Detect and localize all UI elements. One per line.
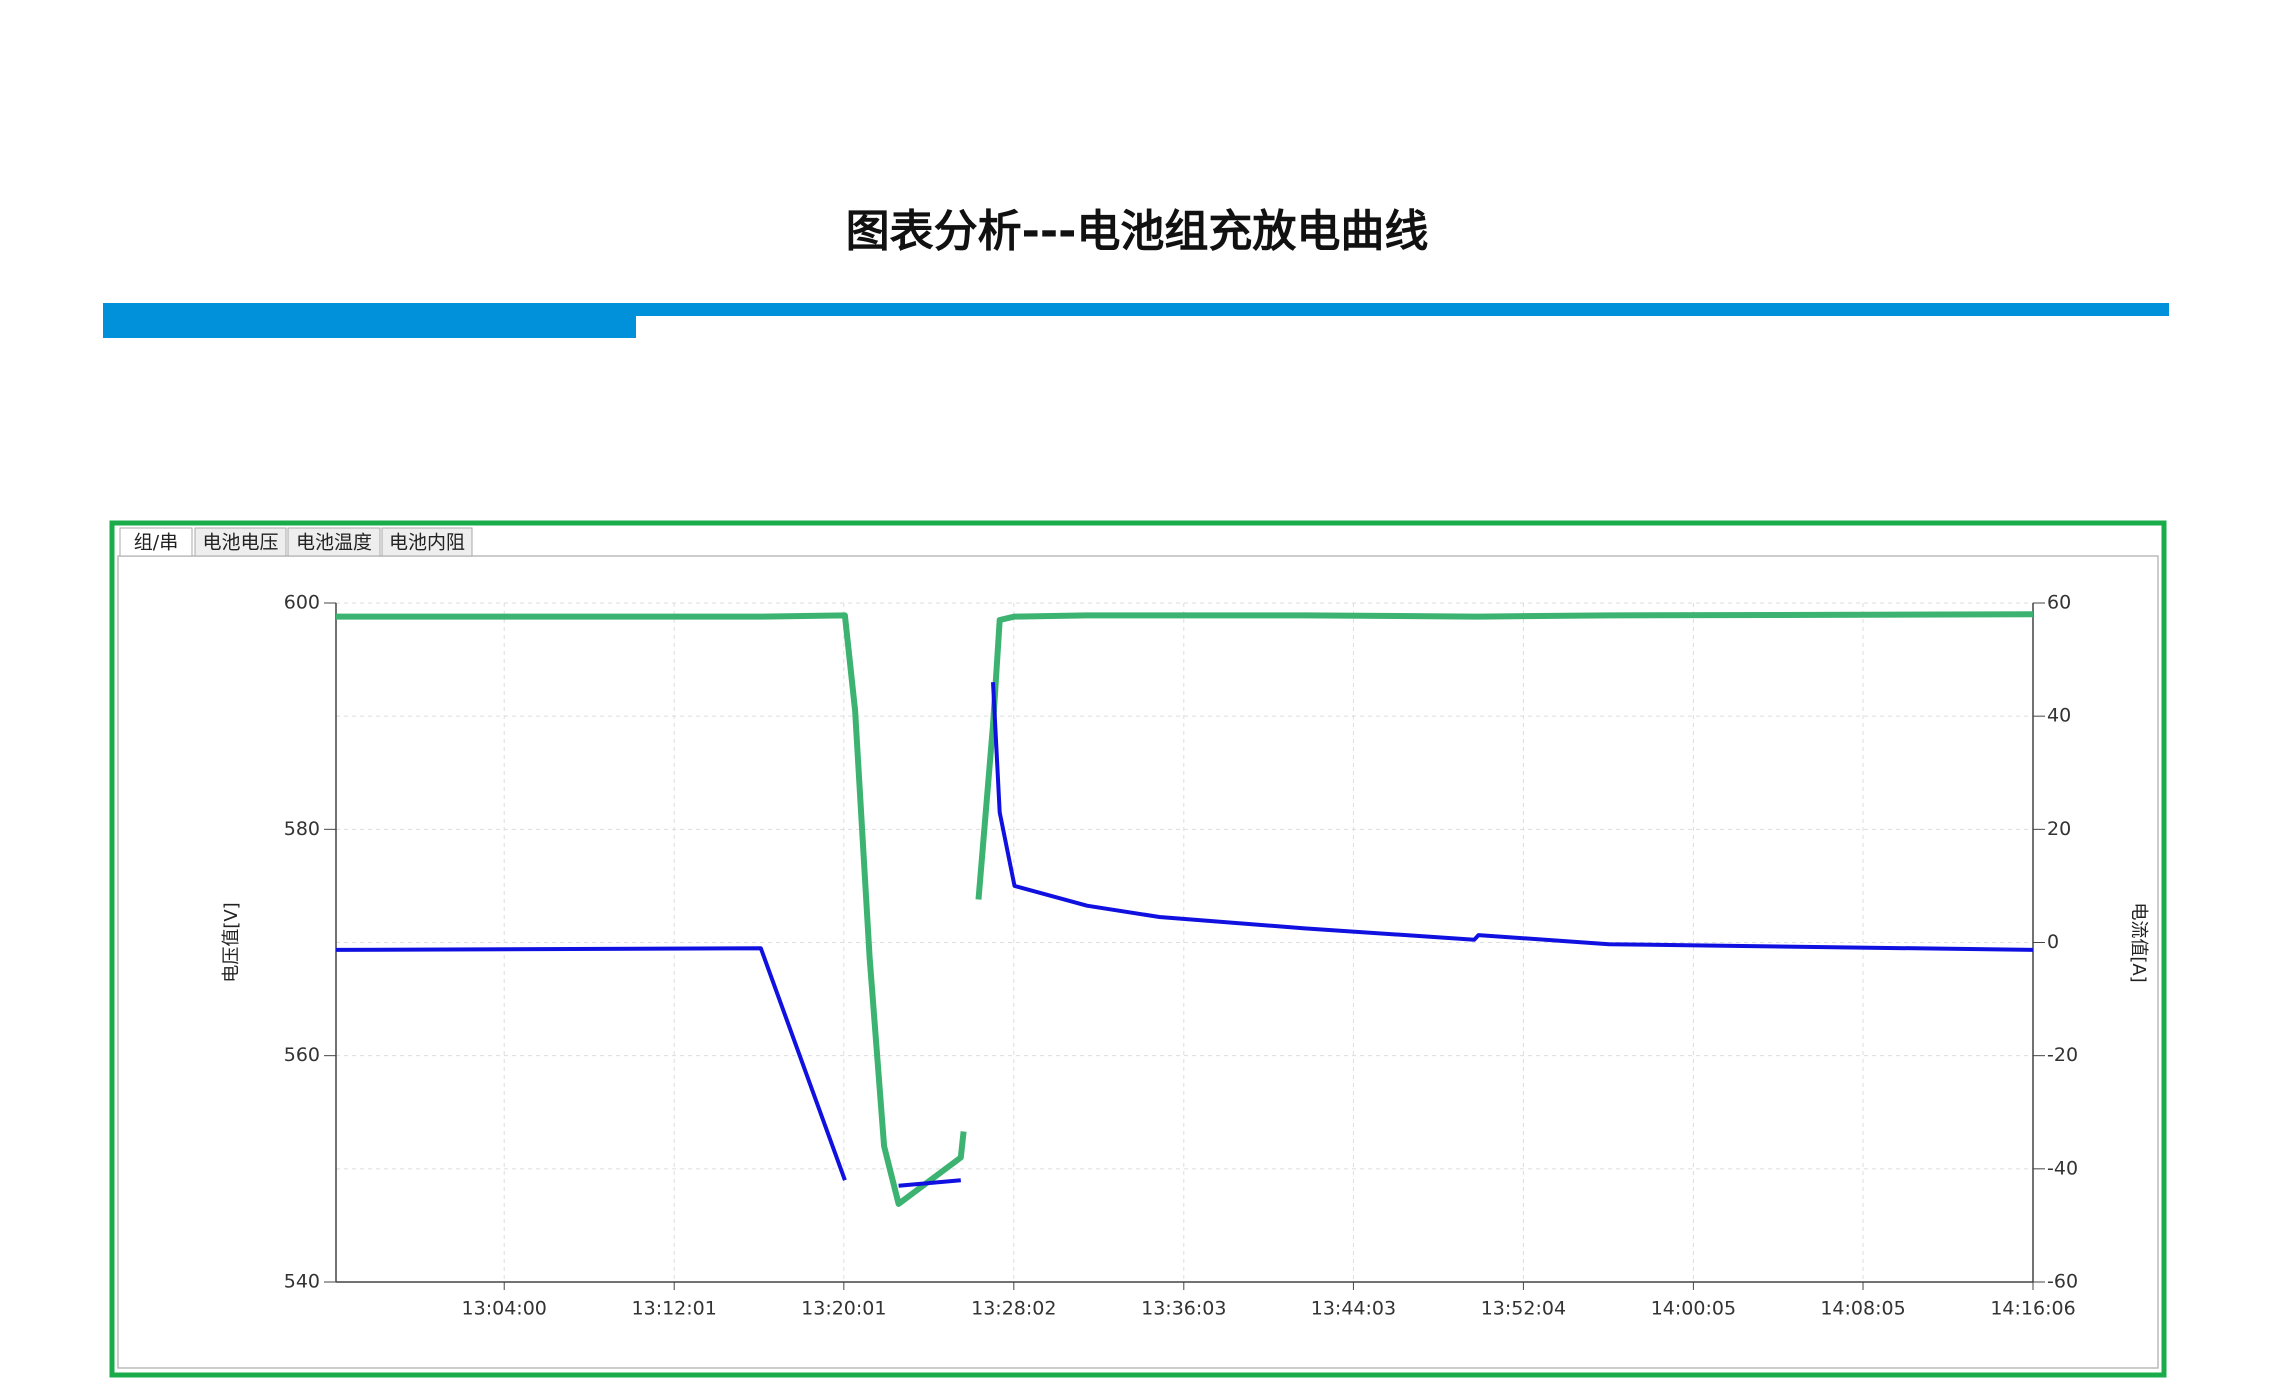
y-axis-label: 电压值[V] <box>221 902 242 982</box>
tab[interactable] <box>381 527 473 557</box>
x-tick-label: 13:28:02 <box>971 1298 1056 1320</box>
series-line <box>336 611 2034 1207</box>
y2-tick-label: 40 <box>2047 705 2071 727</box>
x-tick-label: 13:12:01 <box>632 1298 717 1320</box>
tab-label[interactable]: 电池温度 <box>296 532 372 554</box>
chart-panel <box>117 555 2159 1369</box>
y2-tick-label: 0 <box>2047 931 2059 953</box>
y-tick-label: 540 <box>284 1271 320 1293</box>
y2-tick-label: -40 <box>2047 1157 2078 1179</box>
y2-tick-label: -60 <box>2047 1271 2078 1293</box>
tab[interactable] <box>287 527 381 557</box>
x-tick-label: 13:52:04 <box>1481 1298 1566 1320</box>
x-tick-label: 13:04:00 <box>462 1298 547 1320</box>
header-rule-accent <box>103 303 636 338</box>
y2-tick-label: 60 <box>2047 592 2071 614</box>
tab-label[interactable]: 组/串 <box>134 532 178 554</box>
y2-axis-label: 电流值[A] <box>2128 902 2149 982</box>
y-tick-label: 560 <box>284 1044 320 1066</box>
x-tick-label: 14:08:05 <box>1820 1298 1905 1320</box>
x-tick-label: 13:44:03 <box>1311 1298 1396 1320</box>
x-tick-label: 13:20:01 <box>801 1298 886 1320</box>
tab[interactable] <box>194 527 287 557</box>
series-line <box>335 682 2034 1188</box>
y-tick-label: 600 <box>284 592 320 614</box>
x-tick-label: 14:00:05 <box>1651 1298 1736 1320</box>
page-title: 图表分析---电池组充放电曲线 <box>846 206 1429 257</box>
y-tick-label: 580 <box>284 818 320 840</box>
y2-tick-label: -20 <box>2047 1044 2078 1066</box>
tab-label[interactable]: 电池电压 <box>202 532 278 554</box>
x-tick-label: 14:16:06 <box>1990 1298 2075 1320</box>
y2-tick-label: 20 <box>2047 818 2071 840</box>
x-tick-label: 13:36:03 <box>1141 1298 1226 1320</box>
tab-label[interactable]: 电池内阻 <box>389 532 465 554</box>
tab[interactable] <box>119 527 193 557</box>
